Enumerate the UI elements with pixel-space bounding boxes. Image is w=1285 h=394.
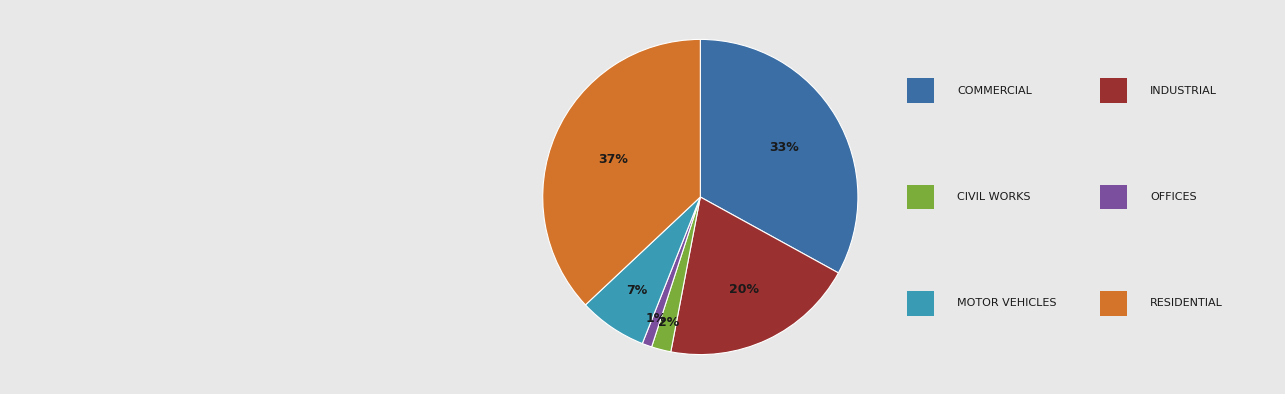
Bar (907, 185, 934, 210)
Wedge shape (642, 197, 700, 347)
Wedge shape (671, 197, 838, 355)
Wedge shape (586, 197, 700, 344)
Bar (907, 291, 934, 316)
Text: 33%: 33% (770, 141, 799, 154)
Bar (1100, 185, 1127, 210)
Text: 20%: 20% (729, 283, 759, 296)
Wedge shape (542, 39, 700, 305)
Text: 1%: 1% (646, 312, 667, 325)
Bar (1100, 78, 1127, 103)
Wedge shape (651, 197, 700, 352)
Bar (907, 78, 934, 103)
Text: 37%: 37% (599, 153, 628, 166)
Text: MOTOR VEHICLES: MOTOR VEHICLES (957, 298, 1056, 309)
Text: COMMERCIAL: COMMERCIAL (957, 85, 1032, 96)
Text: CIVIL WORKS: CIVIL WORKS (957, 192, 1031, 202)
Text: 2%: 2% (658, 316, 678, 329)
Bar (1100, 291, 1127, 316)
Text: OFFICES: OFFICES (1150, 192, 1196, 202)
Text: RESIDENTIAL: RESIDENTIAL (1150, 298, 1223, 309)
Wedge shape (700, 39, 858, 273)
Text: 7%: 7% (626, 284, 648, 297)
Text: INDUSTRIAL: INDUSTRIAL (1150, 85, 1217, 96)
